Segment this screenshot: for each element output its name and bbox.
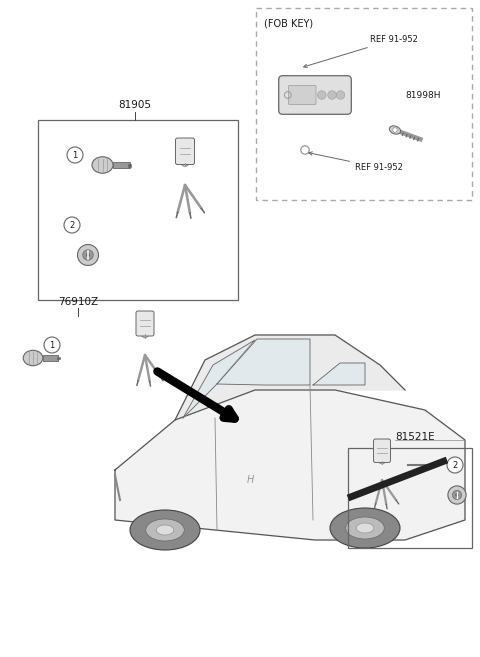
Bar (113, 162, 130, 168)
Text: 2: 2 (70, 221, 74, 229)
Polygon shape (313, 363, 365, 385)
Circle shape (336, 91, 345, 99)
Bar (43, 355, 58, 361)
Circle shape (448, 486, 466, 504)
FancyBboxPatch shape (279, 76, 351, 114)
Circle shape (453, 490, 462, 499)
FancyBboxPatch shape (288, 85, 316, 104)
Text: 81905: 81905 (119, 100, 152, 110)
Polygon shape (175, 335, 405, 420)
Ellipse shape (389, 126, 401, 134)
Polygon shape (115, 390, 465, 540)
Circle shape (447, 457, 463, 473)
Circle shape (44, 337, 60, 353)
Text: 1: 1 (49, 340, 55, 350)
Circle shape (328, 91, 336, 99)
Bar (348, 448, 472, 548)
FancyBboxPatch shape (373, 439, 391, 463)
Text: 2: 2 (452, 461, 457, 470)
Text: REF 91-952: REF 91-952 (309, 152, 403, 172)
Circle shape (83, 250, 93, 260)
Circle shape (318, 91, 326, 99)
Ellipse shape (356, 523, 374, 533)
Circle shape (393, 127, 397, 132)
Ellipse shape (130, 510, 200, 550)
Ellipse shape (330, 508, 400, 548)
Ellipse shape (156, 525, 174, 535)
Bar (57, 357, 60, 359)
Ellipse shape (23, 350, 43, 366)
Circle shape (64, 217, 80, 233)
Text: H: H (246, 475, 254, 485)
FancyBboxPatch shape (136, 311, 154, 336)
Ellipse shape (146, 519, 184, 541)
Text: 81998H: 81998H (405, 91, 441, 99)
Polygon shape (183, 340, 255, 418)
Ellipse shape (92, 157, 113, 173)
Circle shape (77, 244, 98, 265)
Bar (38, 120, 238, 300)
Circle shape (86, 253, 90, 257)
Text: 81521E: 81521E (395, 432, 435, 442)
Ellipse shape (346, 517, 384, 539)
Circle shape (67, 147, 83, 163)
Text: 76910Z: 76910Z (58, 297, 98, 307)
Text: (FOB KEY): (FOB KEY) (264, 18, 313, 28)
Bar (128, 164, 131, 166)
Text: REF 91-952: REF 91-952 (304, 35, 418, 68)
Circle shape (456, 493, 458, 497)
Text: 1: 1 (72, 150, 78, 160)
Bar (256, 8, 472, 200)
FancyBboxPatch shape (176, 138, 194, 164)
Polygon shape (217, 339, 310, 385)
